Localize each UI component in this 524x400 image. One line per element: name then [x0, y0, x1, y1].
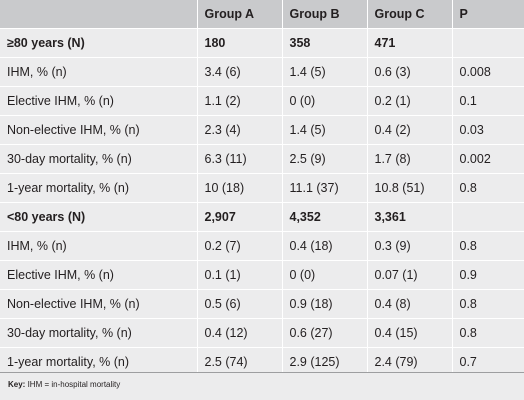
- row-label-cell: IHM, % (n): [0, 231, 197, 261]
- group-c-cell: 10.8 (51): [366, 173, 452, 203]
- header-cell-p: P: [451, 0, 524, 29]
- group-a-cell: 0.5 (6): [196, 289, 282, 319]
- mortality-table: Group A Group B Group C P ≥80 years (N) 1…: [0, 0, 524, 377]
- row-label-cell: Elective IHM, % (n): [0, 86, 197, 116]
- group-b-cell: 2.5 (9): [281, 144, 367, 174]
- p-value-cell: [451, 202, 524, 232]
- row-label-cell: 30-day mortality, % (n): [0, 318, 197, 348]
- table-row: Non-elective IHM, % (n) 0.5 (6) 0.9 (18) 0.…: [0, 289, 524, 319]
- table-footer: Key: IHM = in-hospital mortality: [0, 372, 524, 400]
- table-row: 30-day mortality, % (n) 0.4 (12) 0.6 (27) 0…: [0, 318, 524, 348]
- footer-key-label: Key:: [8, 380, 26, 389]
- group-c-cell: 0.6 (3): [366, 57, 452, 87]
- header-cell-group-c: Group C: [366, 0, 452, 29]
- header-cell-group-b: Group B: [281, 0, 367, 29]
- p-value-cell: 0.9: [451, 260, 524, 290]
- row-label-cell: Elective IHM, % (n): [0, 260, 197, 290]
- group-b-cell: 0 (0): [281, 260, 367, 290]
- group-c-cell: 471: [366, 28, 452, 58]
- group-b-cell: 0.9 (18): [281, 289, 367, 319]
- table-row: Elective IHM, % (n) 0.1 (1) 0 (0) 0.07 (1) 0…: [0, 260, 524, 290]
- p-value-cell: 0.8: [451, 231, 524, 261]
- group-c-cell: 0.07 (1): [366, 260, 452, 290]
- header-cell-group-a: Group A: [196, 0, 282, 29]
- p-value-cell: 0.8: [451, 173, 524, 203]
- group-a-cell: 2,907: [196, 202, 282, 232]
- header-cell-label: [0, 0, 197, 29]
- row-label-cell: Non-elective IHM, % (n): [0, 115, 197, 145]
- p-value-cell: 0.03: [451, 115, 524, 145]
- footer-key-text: IHM = in-hospital mortality: [27, 380, 121, 389]
- group-b-cell: 358: [281, 28, 367, 58]
- group-a-cell: 2.3 (4): [196, 115, 282, 145]
- group-c-cell: 0.4 (8): [366, 289, 452, 319]
- p-value-cell: 0.8: [451, 318, 524, 348]
- table-row: 1-year mortality, % (n) 10 (18) 11.1 (37) 1…: [0, 173, 524, 203]
- group-b-cell: 1.4 (5): [281, 57, 367, 87]
- group-a-cell: 3.4 (6): [196, 57, 282, 87]
- group-c-cell: 3,361: [366, 202, 452, 232]
- row-label-cell: Non-elective IHM, % (n): [0, 289, 197, 319]
- group-a-cell: 6.3 (11): [196, 144, 282, 174]
- p-value-cell: 0.002: [451, 144, 524, 174]
- group-b-cell: 0.6 (27): [281, 318, 367, 348]
- group-b-cell: 11.1 (37): [281, 173, 367, 203]
- table-row: IHM, % (n) 3.4 (6) 1.4 (5) 0.6 (3) 0.008: [0, 57, 524, 87]
- group-a-cell: 180: [196, 28, 282, 58]
- group-c-cell: 1.7 (8): [366, 144, 452, 174]
- p-value-cell: 0.8: [451, 289, 524, 319]
- row-label-cell: <80 years (N): [0, 202, 197, 232]
- row-label-cell: 30-day mortality, % (n): [0, 144, 197, 174]
- group-a-cell: 10 (18): [196, 173, 282, 203]
- row-label-cell: ≥80 years (N): [0, 28, 197, 58]
- group-c-cell: 0.4 (15): [366, 318, 452, 348]
- table-row: Non-elective IHM, % (n) 2.3 (4) 1.4 (5) 0.4…: [0, 115, 524, 145]
- group-c-cell: 0.3 (9): [366, 231, 452, 261]
- row-label-cell: IHM, % (n): [0, 57, 197, 87]
- group-c-cell: 0.2 (1): [366, 86, 452, 116]
- group-b-cell: 1.4 (5): [281, 115, 367, 145]
- p-value-cell: [451, 28, 524, 58]
- table-group-row: ≥80 years (N) 180 358 471: [0, 28, 524, 58]
- group-b-cell: 4,352: [281, 202, 367, 232]
- p-value-cell: 0.1: [451, 86, 524, 116]
- table-body: ≥80 years (N) 180 358 471 IHM, % (n) 3.4 (6) 1…: [0, 28, 524, 377]
- table-row: 30-day mortality, % (n) 6.3 (11) 2.5 (9) 1.…: [0, 144, 524, 174]
- group-c-cell: 0.4 (2): [366, 115, 452, 145]
- group-a-cell: 0.2 (7): [196, 231, 282, 261]
- table-header-row: Group A Group B Group C P: [0, 0, 524, 29]
- group-b-cell: 0.4 (18): [281, 231, 367, 261]
- group-b-cell: 0 (0): [281, 86, 367, 116]
- group-a-cell: 0.1 (1): [196, 260, 282, 290]
- table-row: IHM, % (n) 0.2 (7) 0.4 (18) 0.3 (9) 0.8: [0, 231, 524, 261]
- table-row: Elective IHM, % (n) 1.1 (2) 0 (0) 0.2 (1) 0.…: [0, 86, 524, 116]
- group-a-cell: 0.4 (12): [196, 318, 282, 348]
- group-a-cell: 1.1 (2): [196, 86, 282, 116]
- p-value-cell: 0.008: [451, 57, 524, 87]
- row-label-cell: 1-year mortality, % (n): [0, 173, 197, 203]
- table-group-row: <80 years (N) 2,907 4,352 3,361: [0, 202, 524, 232]
